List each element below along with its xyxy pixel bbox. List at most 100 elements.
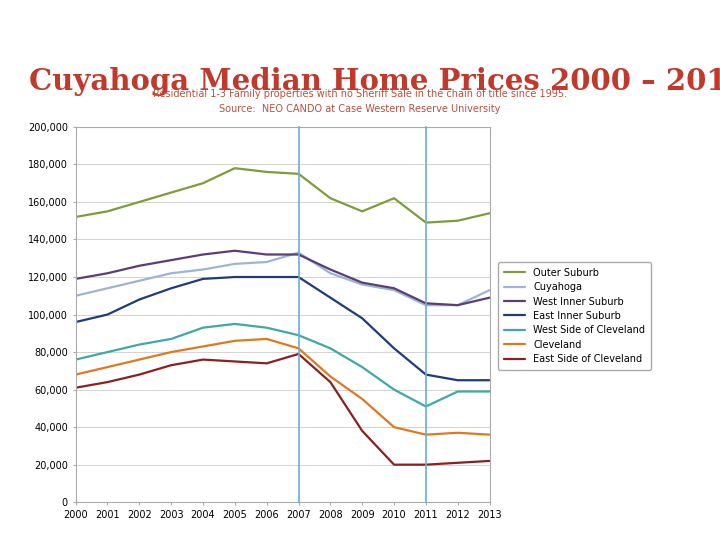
Outer Suburb [454,218,462,224]
Outer Suburb [422,219,431,226]
Outer Suburb [167,190,176,196]
Outer Suburb [326,195,335,201]
Outer Suburb [390,195,398,201]
Line: East Side of Cleveland: East Side of Cleveland [76,354,490,464]
East Inner Suburb [71,319,80,325]
East Side of Cleveland [199,356,207,363]
East Inner Suburb [135,296,143,303]
West Inner Suburb [358,279,366,286]
Cuyahoga [71,293,80,299]
Cleveland [199,343,207,350]
West Side of Cleveland [422,403,431,410]
West Side of Cleveland [326,345,335,352]
Cuyahoga [199,266,207,273]
West Side of Cleveland [358,364,366,370]
West Inner Suburb [103,270,112,276]
East Inner Suburb [103,311,112,318]
East Side of Cleveland [454,460,462,466]
West Side of Cleveland [262,325,271,331]
Cuyahoga [390,287,398,293]
East Side of Cleveland [358,428,366,434]
West Side of Cleveland [390,387,398,393]
Cleveland [135,356,143,363]
West Side of Cleveland [135,341,143,348]
West Side of Cleveland [71,356,80,363]
West Inner Suburb [390,285,398,292]
Line: East Inner Suburb: East Inner Suburb [76,277,490,380]
East Side of Cleveland [230,358,239,365]
Line: West Inner Suburb: West Inner Suburb [76,251,490,305]
Cuyahoga [230,261,239,267]
East Inner Suburb [199,275,207,282]
Cleveland [294,345,303,352]
Outer Suburb [135,199,143,205]
Text: Residential 1-3 Family properties with no Sheriff Sale in the chain of title sin: Residential 1-3 Family properties with n… [153,89,567,99]
West Inner Suburb [167,257,176,264]
Cleveland [358,396,366,402]
Cleveland [485,431,494,438]
Outer Suburb [71,214,80,220]
Cuyahoga [135,278,143,284]
Outer Suburb [262,168,271,175]
Cuyahoga [454,302,462,308]
Cuyahoga [358,281,366,288]
Text: Source:  NEO CANDO at Case Western Reserve University: Source: NEO CANDO at Case Western Reserv… [220,104,500,114]
Outer Suburb [358,208,366,214]
Text: Cuyahoga Median Home Prices 2000 – 2013: Cuyahoga Median Home Prices 2000 – 2013 [29,68,720,97]
Cleveland [326,373,335,380]
East Inner Suburb [485,377,494,383]
Cleveland [454,429,462,436]
West Side of Cleveland [103,349,112,355]
East Inner Suburb [390,345,398,352]
Cleveland [390,424,398,430]
West Inner Suburb [294,251,303,258]
West Inner Suburb [230,247,239,254]
Cleveland [230,338,239,344]
East Side of Cleveland [294,350,303,357]
East Inner Suburb [262,274,271,280]
East Inner Suburb [167,285,176,292]
West Side of Cleveland [294,332,303,339]
Line: Cleveland: Cleveland [76,339,490,435]
West Inner Suburb [326,266,335,273]
West Side of Cleveland [199,325,207,331]
West Side of Cleveland [167,336,176,342]
Cleveland [422,431,431,438]
West Inner Suburb [135,262,143,269]
Cuyahoga [262,259,271,265]
Cuyahoga [485,287,494,293]
East Inner Suburb [326,294,335,301]
West Inner Suburb [422,300,431,307]
Cuyahoga [294,249,303,256]
East Inner Suburb [358,315,366,321]
West Inner Suburb [454,302,462,308]
Cuyahoga [167,270,176,276]
Cleveland [103,364,112,370]
Outer Suburb [485,210,494,217]
Cuyahoga [103,285,112,292]
Legend: Outer Suburb, Cuyahoga, West Inner Suburb, East Inner Suburb, West Side of Cleve: Outer Suburb, Cuyahoga, West Inner Subur… [498,262,651,370]
East Inner Suburb [422,372,431,378]
East Side of Cleveland [262,360,271,367]
East Side of Cleveland [326,379,335,386]
Line: Cuyahoga: Cuyahoga [76,253,490,305]
West Side of Cleveland [485,388,494,395]
West Side of Cleveland [454,388,462,395]
Outer Suburb [294,171,303,177]
Cleveland [167,349,176,355]
East Side of Cleveland [422,461,431,468]
Outer Suburb [230,165,239,171]
Cleveland [71,372,80,378]
Line: Outer Suburb: Outer Suburb [76,168,490,222]
West Inner Suburb [199,251,207,258]
West Inner Suburb [262,251,271,258]
Cleveland [262,336,271,342]
East Side of Cleveland [485,458,494,464]
East Inner Suburb [294,274,303,280]
Outer Suburb [103,208,112,214]
West Inner Suburb [485,294,494,301]
Outer Suburb [199,180,207,186]
East Side of Cleveland [390,461,398,468]
East Inner Suburb [454,377,462,383]
Cuyahoga [326,270,335,276]
